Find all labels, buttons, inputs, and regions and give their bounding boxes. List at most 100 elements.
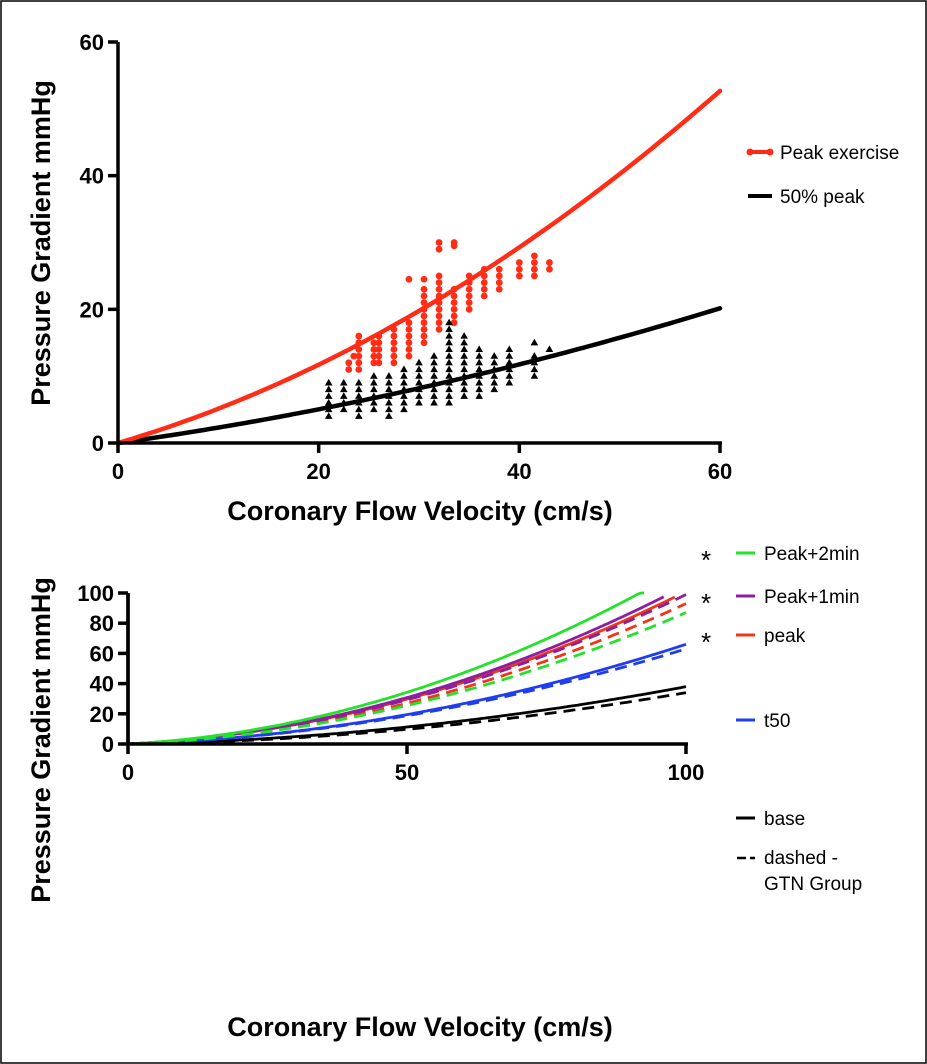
data-point-triangle [324,378,333,386]
chart-gtn-comparison: 0 20 40 60 80 100 0 50 100 Pressure Gradient mm… [26,544,862,1042]
data-point-triangle [460,338,468,346]
data-point-triangle [430,358,438,366]
curve-dashed-peak-1min [127,593,687,746]
data-point-circle [355,352,363,360]
data-point-triangle [415,365,423,373]
data-point-circle [435,325,443,333]
data-point-circle [355,366,363,373]
data-point-circle [350,352,358,360]
data-point-triangle [490,385,499,393]
data-point-circle [546,265,553,273]
data-point-circle [480,292,488,300]
data-point-triangle [445,358,453,366]
data-point-circle [546,259,553,266]
data-point-circle [530,272,538,280]
data-point-triangle [445,352,453,359]
data-point-circle [420,325,428,333]
chart2-x-axis-title: Coronary Flow Velocity (cm/s) [227,1012,613,1042]
data-point-triangle [430,392,438,399]
data-point-circle [450,239,458,246]
data-point-triangle [490,372,499,379]
data-point-circle [420,312,428,320]
data-point-circle [420,332,428,340]
data-point-circle [405,346,413,353]
data-point-triangle [505,378,514,386]
curve-solid-base [127,685,687,746]
data-point-triangle [355,378,363,386]
chart2-curves [127,591,687,746]
legend-item-50pct-peak: 50% peak [748,187,865,208]
chart2-y-axis-title: Pressure Gradient mmHg [26,577,56,903]
data-point-triangle [339,392,348,399]
data-point-triangle [530,365,539,373]
significance-star: * [701,588,711,618]
chart1-y-ticks: 0 20 40 60 [80,30,118,456]
legend-label-peak-2min: Peak+2min [764,544,860,565]
chart1-x-tick-label: 20 [306,459,330,484]
legend-marker-peak-exercise [766,148,774,156]
data-point-circle [435,272,443,280]
chart2-x-tick-label: 50 [395,760,419,785]
data-point-circle [390,332,398,340]
data-point-triangle [400,365,408,373]
chart2-y-tick-label: 40 [90,672,114,697]
data-point-triangle [460,365,468,373]
data-point-circle [405,325,413,333]
legend-note-line2: GTN Group [764,874,862,895]
data-point-triangle [370,372,378,379]
data-point-circle [375,352,383,360]
legend-item-peak: * peak [701,626,806,657]
data-point-triangle [530,338,539,346]
data-point-triangle [355,412,363,419]
chart1-x-tick-label: 40 [507,459,531,484]
chart2-y-tick-label: 80 [90,611,114,636]
data-point-circle [515,259,523,266]
data-point-circle [405,332,413,340]
data-point-triangle [475,392,483,399]
data-point-triangle [355,405,363,413]
data-point-circle [450,305,458,313]
data-point-triangle [460,352,468,359]
data-point-circle [450,299,458,307]
data-point-triangle [430,372,438,379]
data-point-triangle [385,398,393,406]
data-point-triangle [445,398,453,406]
data-point-triangle [324,385,333,393]
data-point-circle [435,285,443,293]
data-point-triangle [505,345,514,353]
data-point-triangle [385,378,393,386]
data-point-triangle [400,398,408,406]
data-point-circle [515,265,523,273]
data-point-triangle [475,378,483,386]
legend-label-50pct-peak: 50% peak [780,187,865,208]
data-point-triangle [355,392,363,399]
data-point-circle [465,285,473,293]
chart2-y-tick-label: 0 [102,732,114,757]
legend-note-line1: dashed - [764,848,838,869]
data-point-triangle [370,385,378,393]
data-point-triangle [445,325,453,332]
legend-label-peak-exercise: Peak exercise [780,143,899,164]
chart1-y-tick-label: 40 [80,164,104,189]
data-point-triangle [505,372,514,379]
data-point-triangle [430,398,438,406]
data-point-circle [465,299,473,307]
data-point-circle [450,319,458,327]
data-point-circle [530,252,538,260]
chart2-y-tick-label: 60 [90,641,114,666]
data-point-circle [495,272,503,280]
data-point-triangle [339,405,348,413]
data-point-circle [355,359,363,367]
data-point-circle [405,352,413,360]
chart2-x-tick-label: 0 [122,760,134,785]
data-point-circle [495,285,503,293]
curve-dashed-peak [127,602,687,746]
data-point-circle [515,272,523,280]
legend-marker-peak-exercise [746,148,754,156]
curve-solid-peak-2min [127,591,645,746]
data-point-circle [370,359,378,367]
data-point-triangle [445,372,453,379]
data-point-circle [420,285,428,293]
